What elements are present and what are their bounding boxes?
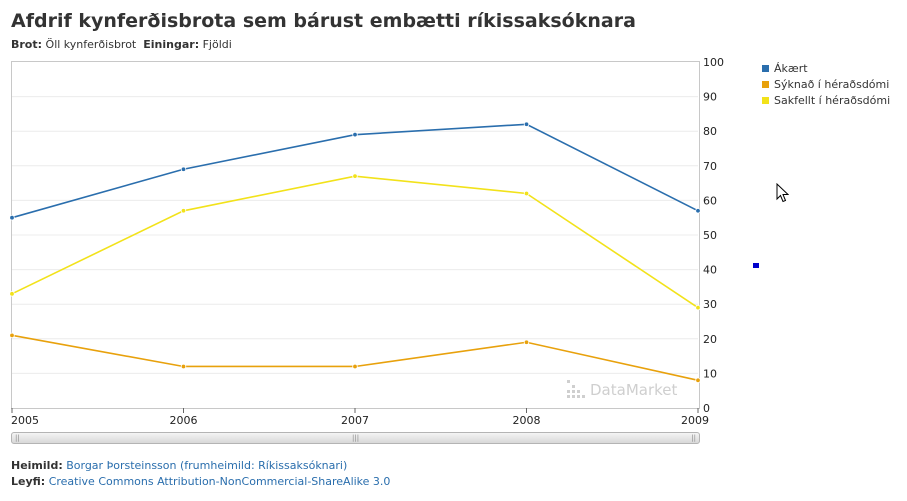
y-tick-label: 80 [703,125,717,138]
series-line[interactable] [11,175,699,309]
data-point[interactable] [352,173,358,179]
einingar-label: Einingar: [143,38,200,51]
scrollbar-center-grip[interactable]: ||| [352,434,360,442]
legend-swatch [762,64,769,72]
datamarket-logo-icon [567,380,585,398]
license-link[interactable]: Creative Commons Attribution-NonCommerci… [48,475,391,488]
x-tick-label: 2007 [341,414,369,427]
data-point[interactable] [695,377,701,384]
y-tick-label: 0 [703,402,710,415]
data-point[interactable] [180,208,187,214]
data-point[interactable] [180,363,187,370]
data-point[interactable] [695,304,701,311]
chart-title: Afdrif kynferðisbrota sem bárust embætti… [11,10,636,32]
legend-item[interactable]: Sakfellt í héraðsdómi [762,92,890,108]
data-point[interactable] [9,291,15,297]
y-tick-label: 50 [703,229,717,242]
data-point[interactable] [523,190,530,197]
legend-item[interactable]: Sýknað í héraðsdómi [762,76,890,92]
source-link[interactable]: Borgar Þorsteinsson (frumheimild: Ríkiss… [66,459,348,472]
datamarket-watermark: DataMarket [567,380,677,400]
timeline-scrollbar[interactable]: || ||| || [11,432,700,444]
legend-swatch [762,80,769,88]
data-point[interactable] [523,339,530,345]
source-info: Heimild: Borgar Þorsteinsson (frumheimil… [11,458,390,490]
einingar-value: Fjöldi [202,38,232,51]
legend-swatch [762,96,769,104]
data-point[interactable] [180,166,187,172]
blue-marker [753,263,759,268]
y-tick-label: 90 [703,91,717,104]
legend-item[interactable]: Ákært [762,60,890,76]
legend-label: Sakfellt í héraðsdómi [774,93,891,107]
mouse-pointer-icon [776,182,790,207]
data-point[interactable] [695,208,701,214]
y-tick-label: 20 [703,333,717,346]
y-tick-label: 40 [703,264,717,277]
legend-label: Ákært [774,61,808,75]
x-tick-label: 2008 [513,414,541,427]
brot-value: Öll kynferðisbrot [45,38,137,51]
y-tick-label: 30 [703,298,717,311]
data-point[interactable] [352,363,358,370]
chart-meta: Brot: Öll kynferðisbrot Einingar: Fjöldi [11,38,232,51]
scrollbar-right-handle[interactable]: || [691,434,696,442]
data-point[interactable] [9,332,15,339]
y-tick-label: 60 [703,194,717,207]
x-tick-label: 2006 [170,414,198,427]
data-point[interactable] [352,131,358,138]
data-point[interactable] [523,121,530,127]
series-line[interactable] [11,123,699,219]
y-tick-label: 70 [703,160,717,173]
brot-label: Brot: [11,38,43,51]
y-tick-label: 100 [703,56,724,69]
y-tick-label: 10 [703,367,717,380]
watermark-text: DataMarket [590,381,678,399]
data-point[interactable] [9,214,15,221]
license-label: Leyfi: [11,475,46,488]
legend-label: Sýknað í héraðsdómi [774,77,890,91]
source-label: Heimild: [11,459,63,472]
x-tick-label: 2005 [11,414,39,427]
scrollbar-left-handle[interactable]: || [15,434,20,442]
x-tick-label: 2009 [681,414,709,427]
chart-legend: Ákært Sýknað í héraðsdómi Sakfellt í hérað… [762,60,890,108]
